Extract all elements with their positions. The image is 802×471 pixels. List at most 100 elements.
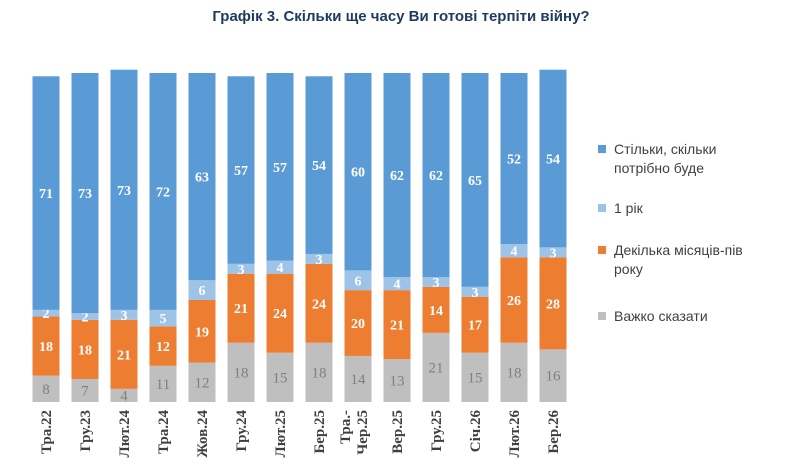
data-label: 6 (355, 274, 362, 289)
data-label: 18 (234, 365, 249, 381)
bar-segment (188, 73, 216, 281)
data-label: 54 (312, 159, 326, 174)
x-tick-label: Чер.25 (355, 410, 371, 455)
data-label: 73 (117, 184, 131, 199)
data-label: 6 (199, 284, 206, 299)
bar-segment (461, 352, 489, 402)
data-label: 24 (273, 307, 287, 322)
bar-segment (110, 309, 138, 320)
legend-swatch (598, 312, 606, 320)
data-label: 71 (39, 187, 53, 202)
x-tick-label: Вер.25 (390, 410, 406, 454)
data-label: 4 (394, 278, 401, 293)
bar-segment (500, 73, 528, 245)
x-tick-label: Лют.25 (273, 410, 289, 457)
data-label: 3 (433, 276, 440, 291)
data-label: 21 (429, 360, 444, 376)
bar-segment (500, 257, 528, 343)
bar-segment (539, 349, 567, 402)
bar-segment (149, 73, 177, 310)
bar-segment (422, 332, 450, 402)
bar-segment (149, 326, 177, 366)
data-label: 20 (351, 317, 365, 332)
data-label: 15 (468, 370, 483, 386)
data-label: 12 (195, 375, 210, 391)
data-label: 2 (82, 310, 89, 325)
data-label: 72 (156, 185, 170, 200)
x-tick-label: Тра.- (338, 410, 354, 444)
bar-segment (383, 276, 411, 291)
data-label: 65 (468, 174, 482, 189)
data-label: 4 (120, 388, 128, 404)
data-label: 12 (156, 340, 170, 355)
data-label: 4 (277, 261, 284, 276)
data-label: 18 (312, 365, 327, 381)
data-label: 16 (546, 369, 562, 385)
data-label: 57 (273, 161, 287, 176)
data-label: 62 (390, 169, 404, 184)
data-label: 14 (429, 304, 443, 319)
bar-segment (32, 375, 60, 402)
data-label: 54 (546, 153, 560, 168)
data-label: 18 (507, 365, 522, 381)
data-label: 21 (390, 319, 404, 334)
bar-segment (500, 342, 528, 402)
bar-segment (32, 76, 60, 310)
legend-swatch (598, 204, 606, 212)
bar-segment (305, 263, 333, 343)
bar-segment (305, 342, 333, 402)
bar-segment (227, 76, 255, 264)
bar-segment (539, 69, 567, 248)
x-tick-label: Тра.22 (39, 410, 55, 454)
bar-segment (71, 73, 99, 314)
bar-segment (110, 388, 138, 402)
legend-label: Важко сказати (614, 308, 708, 324)
bar-segment (422, 276, 450, 287)
bar-segment (188, 300, 216, 363)
bar-segment (383, 73, 411, 277)
data-label: 17 (468, 319, 482, 334)
data-label: 73 (78, 187, 92, 202)
legend-label: Стільки, скільки потрібно буде (614, 141, 717, 176)
x-tick-label: Жов.24 (195, 410, 211, 458)
data-label: 62 (429, 169, 443, 184)
data-label: 21 (117, 348, 131, 363)
bar-segment (149, 365, 177, 402)
bar-segment (422, 73, 450, 277)
bar-segment (188, 362, 216, 402)
data-label: 13 (390, 374, 405, 390)
data-label: 11 (156, 377, 170, 393)
bar-segment (110, 319, 138, 389)
bar-segment (188, 280, 216, 301)
bar-segment (305, 76, 333, 254)
data-label: 28 (546, 297, 560, 312)
bar-segment (344, 290, 372, 356)
data-label: 57 (234, 164, 248, 179)
bar-segment (344, 73, 372, 271)
bar-segment (266, 352, 294, 402)
x-tick-label: Лют.26 (507, 410, 523, 458)
bar-segment (344, 355, 372, 402)
data-label: 3 (550, 246, 557, 261)
bar-segment (461, 73, 489, 287)
bar-segment (149, 309, 177, 327)
data-label: 2 (43, 307, 50, 322)
bar-segment (266, 260, 294, 274)
data-label: 18 (78, 343, 92, 358)
bar-segment (461, 286, 489, 297)
x-tick-label: Січ.26 (468, 410, 484, 453)
bar-segment (305, 253, 333, 264)
bar-segment (110, 69, 138, 310)
data-label: 3 (121, 309, 128, 324)
bar-segment (71, 313, 99, 320)
bar-segment (227, 342, 255, 402)
bar-segment (227, 263, 255, 274)
x-tick-label: Гру.25 (429, 410, 445, 452)
data-label: 15 (273, 370, 288, 386)
data-label: 21 (234, 302, 248, 317)
data-label: 5 (160, 312, 167, 327)
legend-label: Декілька місяців-пів року (614, 242, 743, 277)
data-label: 18 (39, 340, 53, 355)
bar-segment (500, 244, 528, 258)
